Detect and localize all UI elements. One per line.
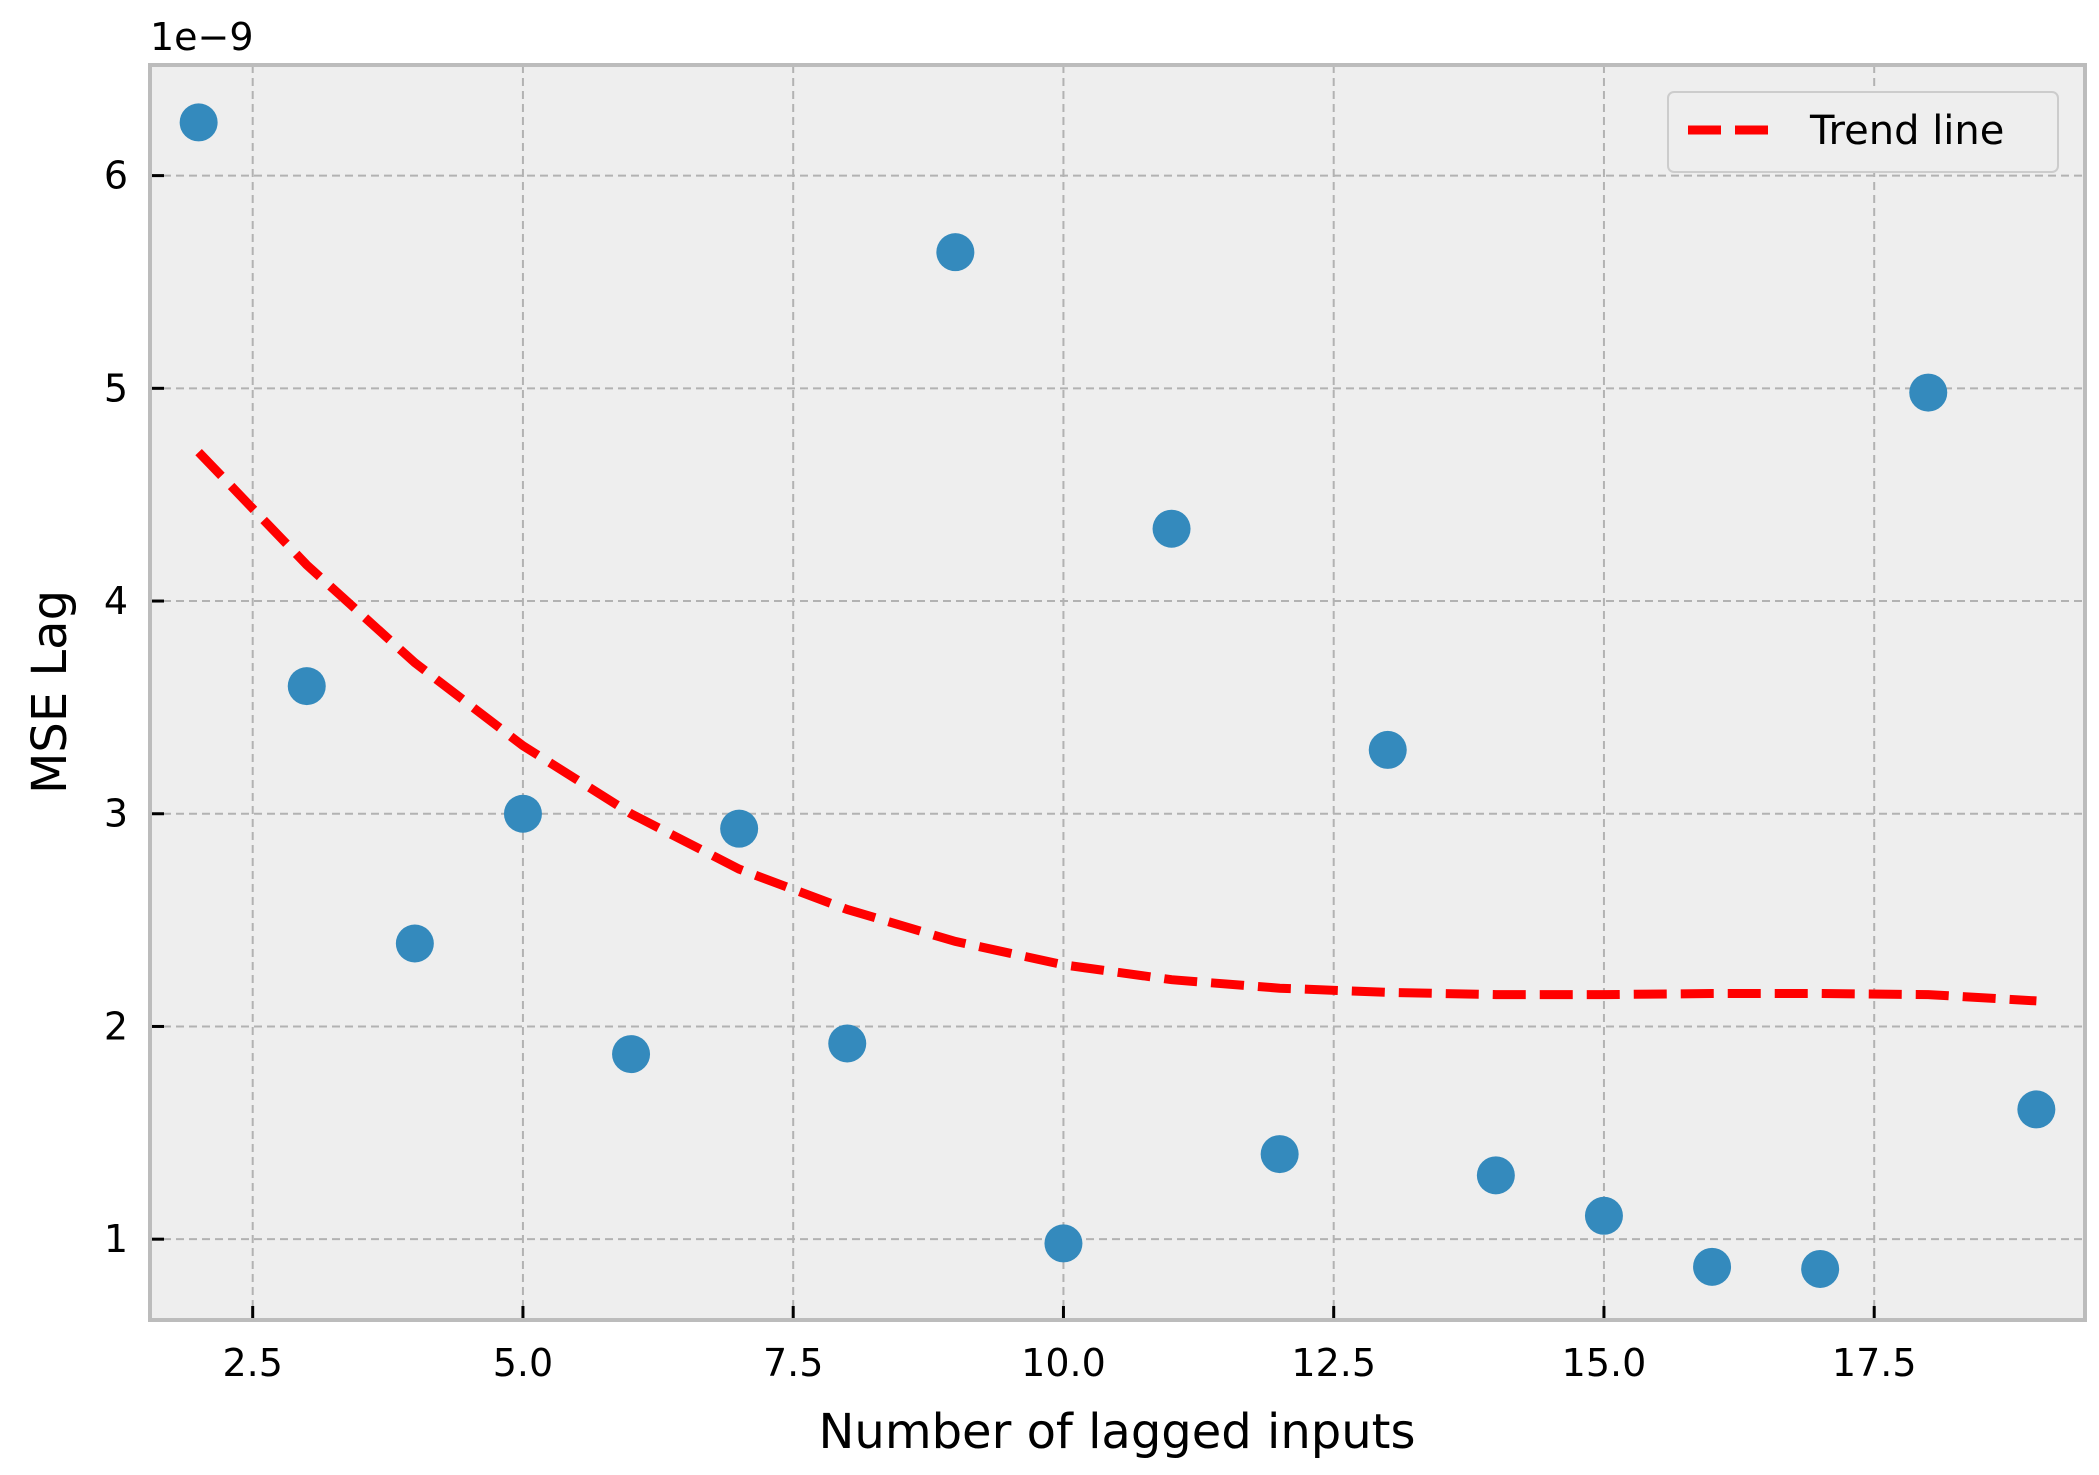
legend-label-trend-line: Trend line bbox=[1809, 108, 2004, 154]
plot-frame bbox=[148, 63, 2087, 1322]
scatter-point bbox=[612, 1035, 651, 1074]
scatter-point bbox=[1260, 1135, 1299, 1174]
x-tick-label: 17.5 bbox=[1832, 1341, 1917, 1385]
scatter-point bbox=[1368, 730, 1407, 769]
scatter-point bbox=[395, 924, 434, 963]
x-tick-label: 12.5 bbox=[1291, 1341, 1376, 1385]
scatter-point bbox=[1801, 1249, 1840, 1288]
trend-line bbox=[195, 448, 2037, 1006]
grid-lines bbox=[150, 65, 2085, 1320]
scatter-point bbox=[1152, 509, 1191, 548]
x-tick-label: 5.0 bbox=[493, 1341, 553, 1385]
x-tick-label: 15.0 bbox=[1562, 1341, 1647, 1385]
y-tick-label: 4 bbox=[104, 579, 128, 623]
y-axis-label: MSE Lag bbox=[22, 590, 78, 794]
y-axis-offset-label: 1e−9 bbox=[150, 15, 254, 59]
scatter-point bbox=[1584, 1196, 1623, 1235]
plot-area bbox=[150, 65, 2085, 1320]
legend: Trend line bbox=[1667, 91, 2059, 173]
scatter-point bbox=[1476, 1156, 1515, 1195]
scatter-point bbox=[179, 103, 218, 142]
x-axis-label: Number of lagged inputs bbox=[818, 1404, 1415, 1460]
axis-ticks: 2.5 5.0 7.5 10.0 12.5 15.0 17.5 1 2 3 4 5 6 bbox=[104, 154, 1917, 1385]
x-tick-label: 2.5 bbox=[222, 1341, 282, 1385]
y-tick-label: 2 bbox=[104, 1004, 128, 1048]
y-tick-label: 3 bbox=[104, 792, 128, 836]
trend-line-layer bbox=[195, 448, 2037, 1006]
scatter-point bbox=[828, 1024, 867, 1063]
y-tick-label: 5 bbox=[104, 366, 128, 410]
x-tick-label: 7.5 bbox=[763, 1341, 823, 1385]
legend-box bbox=[1667, 91, 2059, 173]
scatter-point bbox=[1909, 373, 1948, 412]
y-tick-label: 1 bbox=[104, 1217, 128, 1261]
scatter-point bbox=[1693, 1247, 1732, 1286]
x-tick-label: 10.0 bbox=[1021, 1341, 1106, 1385]
scatter-point bbox=[720, 809, 759, 848]
scatter-point bbox=[1044, 1224, 1083, 1263]
scatter-point bbox=[287, 667, 326, 706]
y-tick-label: 6 bbox=[104, 154, 128, 198]
scatter-point bbox=[936, 233, 975, 272]
scatter-point bbox=[503, 794, 542, 833]
scatter-points bbox=[179, 103, 2056, 1288]
scatter-point bbox=[2017, 1090, 2056, 1129]
